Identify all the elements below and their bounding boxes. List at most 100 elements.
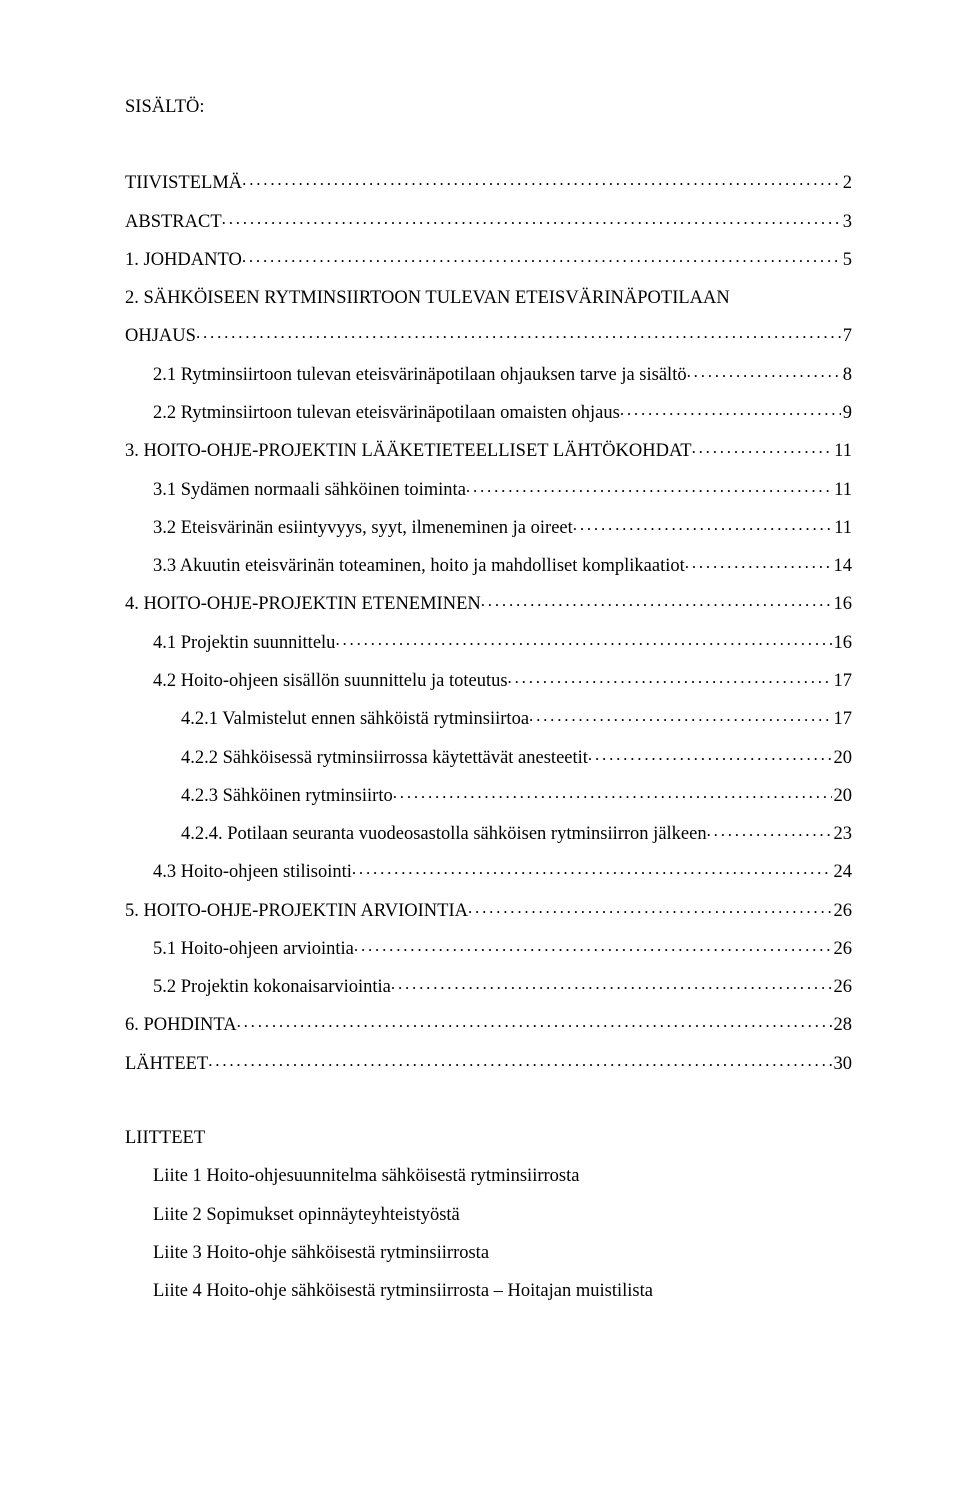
toc-leader-dots xyxy=(468,899,832,916)
toc-leader-dots xyxy=(242,171,841,188)
toc-leader-dots xyxy=(573,516,832,533)
toc-label: 1. JOHDANTO xyxy=(125,241,242,279)
toc-row: 4.1 Projektin suunnittelu 16 xyxy=(125,624,852,662)
toc-leader-dots xyxy=(466,478,832,495)
toc-page-number: 26 xyxy=(832,892,853,930)
toc-row: 4.2.4. Potilaan seuranta vuodeosastolla … xyxy=(125,815,852,853)
toc-row: TIIVISTELMÄ 2 xyxy=(125,164,852,202)
toc-label: 2.2 Rytminsiirtoon tulevan eteisvärinäpo… xyxy=(153,394,620,432)
toc-page-number: 9 xyxy=(841,394,852,432)
toc-row: 5. HOITO-OHJE-PROJEKTIN ARVIOINTIA 26 xyxy=(125,892,852,930)
toc-leader-dots xyxy=(529,707,831,724)
toc-row: 5.1 Hoito-ohjeen arviointia 26 xyxy=(125,930,852,968)
appendix-item: Liite 2 Sopimukset opinnäyteyhteistyöstä xyxy=(153,1196,852,1234)
toc-label: 3.3 Akuutin eteisvärinän toteaminen, hoi… xyxy=(153,547,685,585)
toc-label: 4.2.2 Sähköisessä rytminsiirrossa käytet… xyxy=(181,739,588,777)
toc-label: 6. POHDINTA xyxy=(125,1006,237,1044)
appendix-item: Liite 3 Hoito-ohje sähköisestä rytminsii… xyxy=(153,1234,852,1272)
toc-row: 5.2 Projektin kokonaisarviointia 26 xyxy=(125,968,852,1006)
toc-row: 4.3 Hoito-ohjeen stilisointi 24 xyxy=(125,853,852,891)
toc-page-number: 16 xyxy=(832,585,853,623)
toc-leader-dots xyxy=(391,975,832,992)
toc-page-number: 8 xyxy=(841,356,852,394)
toc-label: 4.2 Hoito-ohjeen sisällön suunnittelu ja… xyxy=(153,662,508,700)
toc-row: LÄHTEET 30 xyxy=(125,1045,852,1083)
toc-row: 2.1 Rytminsiirtoon tulevan eteisvärinäpo… xyxy=(125,356,852,394)
toc-page-number: 11 xyxy=(832,509,852,547)
toc-leader-dots xyxy=(707,822,832,839)
appendix-heading: LIITTEET xyxy=(125,1119,852,1157)
toc-page-number: 28 xyxy=(832,1006,853,1044)
toc-leader-dots xyxy=(354,937,832,954)
toc-page-number: 17 xyxy=(832,700,853,738)
table-of-contents: TIIVISTELMÄ2ABSTRACT31. JOHDANTO52. SÄHK… xyxy=(125,164,852,1083)
toc-label: TIIVISTELMÄ xyxy=(125,164,242,202)
toc-row: 3. HOITO-OHJE-PROJEKTIN LÄÄKETIETEELLISE… xyxy=(125,432,852,470)
toc-row: 4.2 Hoito-ohjeen sisällön suunnittelu ja… xyxy=(125,662,852,700)
toc-row: 4. HOITO-OHJE-PROJEKTIN ETENEMINEN 16 xyxy=(125,585,852,623)
toc-leader-dots xyxy=(620,401,841,418)
toc-row: 3.1 Sydämen normaali sähköinen toiminta 1… xyxy=(125,471,852,509)
toc-leader-dots xyxy=(685,554,832,571)
toc-row: 4.2.2 Sähköisessä rytminsiirrossa käytet… xyxy=(125,739,852,777)
toc-page-number: 24 xyxy=(832,853,853,891)
appendix-item: Liite 4 Hoito-ohje sähköisestä rytminsii… xyxy=(153,1272,852,1310)
toc-page-number: 11 xyxy=(832,432,852,470)
toc-label: 5. HOITO-OHJE-PROJEKTIN ARVIOINTIA xyxy=(125,892,468,930)
toc-label: OHJAUS xyxy=(125,317,196,355)
toc-row: 1. JOHDANTO 5 xyxy=(125,241,852,279)
toc-label: LÄHTEET xyxy=(125,1045,208,1083)
toc-leader-dots xyxy=(237,1013,832,1030)
document-page: SISÄLTÖ: TIIVISTELMÄ2ABSTRACT31. JOHDANT… xyxy=(0,0,960,1370)
toc-label: 5.2 Projektin kokonaisarviointia xyxy=(153,968,391,1006)
toc-leader-dots xyxy=(208,1052,831,1069)
appendix-list: Liite 1 Hoito-ohjesuunnitelma sähköisest… xyxy=(125,1157,852,1310)
toc-page-number: 26 xyxy=(832,930,853,968)
toc-leader-dots xyxy=(222,210,841,227)
toc-row: 3.3 Akuutin eteisvärinän toteaminen, hoi… xyxy=(125,547,852,585)
toc-page-number: 20 xyxy=(832,739,853,777)
toc-label: 4. HOITO-OHJE-PROJEKTIN ETENEMINEN xyxy=(125,585,481,623)
toc-leader-dots xyxy=(687,363,841,380)
toc-row: 2.2 Rytminsiirtoon tulevan eteisvärinäpo… xyxy=(125,394,852,432)
toc-label: 4.2.4. Potilaan seuranta vuodeosastolla … xyxy=(181,815,707,853)
appendix-section: LIITTEET Liite 1 Hoito-ohjesuunnitelma s… xyxy=(125,1119,852,1310)
toc-row: 4.2.3 Sähköinen rytminsiirto 20 xyxy=(125,777,852,815)
toc-label: 4.2.3 Sähköinen rytminsiirto xyxy=(181,777,393,815)
toc-label: 4.1 Projektin suunnittelu xyxy=(153,624,335,662)
toc-leader-dots xyxy=(508,669,832,686)
toc-heading: SISÄLTÖ: xyxy=(125,88,852,126)
toc-row: 6. POHDINTA 28 xyxy=(125,1006,852,1044)
toc-page-number: 3 xyxy=(841,203,852,241)
toc-page-number: 20 xyxy=(832,777,853,815)
toc-page-number: 23 xyxy=(832,815,853,853)
toc-label: 3. HOITO-OHJE-PROJEKTIN LÄÄKETIETEELLISE… xyxy=(125,432,692,470)
toc-page-number: 26 xyxy=(832,968,853,1006)
toc-label: 4.3 Hoito-ohjeen stilisointi xyxy=(153,853,352,891)
toc-label: 5.1 Hoito-ohjeen arviointia xyxy=(153,930,354,968)
toc-row: 3.2 Eteisvärinän esiintyvyys, syyt, ilme… xyxy=(125,509,852,547)
toc-leader-dots xyxy=(242,248,841,265)
toc-page-number: 7 xyxy=(841,317,852,355)
toc-row: 2. SÄHKÖISEEN RYTMINSIIRTOON TULEVAN ETE… xyxy=(125,279,852,317)
toc-page-number: 16 xyxy=(832,624,853,662)
toc-leader-dots xyxy=(692,439,833,456)
toc-page-number: 14 xyxy=(832,547,853,585)
toc-leader-dots xyxy=(393,784,832,801)
toc-leader-dots xyxy=(481,592,832,609)
toc-page-number: 2 xyxy=(841,164,852,202)
toc-label: 2.1 Rytminsiirtoon tulevan eteisvärinäpo… xyxy=(153,356,687,394)
toc-leader-dots xyxy=(352,860,832,877)
toc-label: 3.2 Eteisvärinän esiintyvyys, syyt, ilme… xyxy=(153,509,573,547)
toc-leader-dots xyxy=(196,324,841,341)
toc-page-number: 11 xyxy=(832,471,852,509)
toc-leader-dots xyxy=(588,746,832,763)
toc-label: 2. SÄHKÖISEEN RYTMINSIIRTOON TULEVAN ETE… xyxy=(125,288,730,308)
toc-page-number: 30 xyxy=(832,1045,853,1083)
toc-label: 4.2.1 Valmistelut ennen sähköistä rytmin… xyxy=(181,700,529,738)
toc-leader-dots xyxy=(335,631,831,648)
toc-label: 3.1 Sydämen normaali sähköinen toiminta xyxy=(153,471,466,509)
toc-page-number: 5 xyxy=(841,241,852,279)
toc-row: OHJAUS 7 xyxy=(125,317,852,355)
toc-page-number: 17 xyxy=(832,662,853,700)
